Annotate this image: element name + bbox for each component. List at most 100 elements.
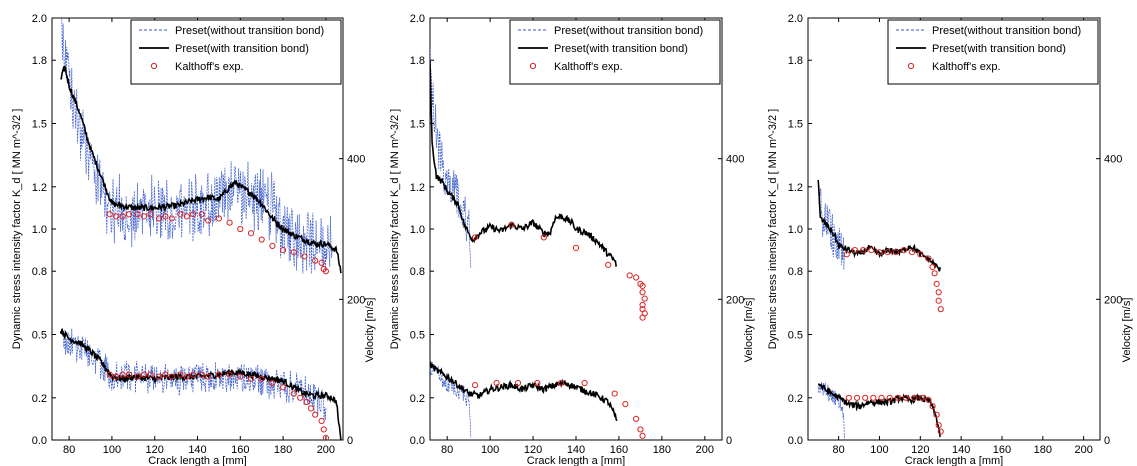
kalthoff-exp-point <box>190 371 197 378</box>
series-with-transition-bond <box>817 383 942 438</box>
y-tick-label: 1.2 <box>32 182 47 194</box>
legend: Preset(without transition bond) Preset(wi… <box>130 19 342 85</box>
x-axis-title: Crack length a [mm] <box>148 455 246 466</box>
chart-panel-3: 80 100 120 140 160 180 200 0.0 0.2 0.5 0.8 1.0 1.2 1.… <box>767 13 1133 466</box>
kalthoff-exp-point <box>322 434 329 440</box>
kalthoff-exp-point <box>471 234 479 241</box>
kalthoff-exp-point <box>119 371 126 378</box>
y2-tick-label: 200 <box>347 294 365 306</box>
kalthoff-exp-point <box>639 301 646 309</box>
plot-area <box>59 18 342 440</box>
kalthoff-exp-point <box>935 297 942 304</box>
y2-tick-label: 200 <box>726 294 744 306</box>
legend-swatch-kalthoff <box>529 62 537 70</box>
kalthoff-exp-point <box>303 398 310 406</box>
kalthoff-exp-point <box>902 394 910 401</box>
x-axis-title: Crack length a [mm] <box>527 455 625 466</box>
y-tick-label: 0.5 <box>32 330 47 342</box>
legend-label-kalthoff: Kalthoff's exp. <box>554 61 623 73</box>
chart-panel-1: 80 100 120 140 160 180 200 0.0 0.2 0.5 0.8 1.0 1.2 1.… <box>11 13 376 466</box>
x-tick-label: 120 <box>524 444 542 456</box>
kalthoff-exp-point <box>900 247 908 254</box>
kalthoff-exp-point <box>870 394 877 401</box>
kalthoff-exp-point <box>851 247 859 254</box>
y-tick-label: 0.2 <box>788 393 803 405</box>
y-tick-label: 1.0 <box>410 224 425 236</box>
y-tick-label: 1.5 <box>410 119 425 131</box>
kalthoff-exp-point <box>279 247 287 254</box>
kalthoff-exp-point <box>853 394 861 401</box>
x-tick-label: 80 <box>833 444 845 456</box>
x-tick-label: 200 <box>1074 444 1092 456</box>
y-tick-label: 0.2 <box>32 393 47 405</box>
y2-axis-title: Velocity [m/s] <box>743 298 755 363</box>
legend-box <box>130 19 342 85</box>
y-tick-label: 1.0 <box>788 224 803 236</box>
kalthoff-exp-point <box>639 289 646 296</box>
chart-panel-2: 80 100 120 140 160 180 200 0.0 0.2 0.5 0.8 1.0 1.2 1.… <box>389 13 755 466</box>
kalthoff-exp-point <box>258 236 265 243</box>
legend-label-kalthoff: Kalthoff's exp. <box>932 61 1001 73</box>
series-with-transition-bond <box>430 361 618 422</box>
kalthoff-exp-point <box>106 211 113 218</box>
legend-label-with-transition-bond: Preset(with transition bond) <box>554 43 688 55</box>
kalthoff-exp-point <box>155 215 163 222</box>
kalthoff-exp-point <box>925 255 932 262</box>
kalthoff-exp-point <box>639 432 646 439</box>
kalthoff-exp-point <box>162 213 169 220</box>
kalthoff-exp-point <box>931 270 938 277</box>
kalthoff-exp-point <box>226 219 233 226</box>
y-tick-label: 1.5 <box>788 119 803 131</box>
y-tick-label: 2.0 <box>32 13 47 25</box>
x-tick-label: 100 <box>481 444 499 456</box>
kalthoff-exp-point <box>290 390 297 397</box>
kalthoff-exp-point <box>892 249 899 256</box>
y2-tick-label: 400 <box>1104 154 1122 166</box>
kalthoff-exp-point <box>917 251 924 258</box>
legend-box <box>887 19 1099 85</box>
kalthoff-exp-point <box>269 379 276 387</box>
y2-tick-label: 0 <box>347 435 353 447</box>
y-axis-title: Dynamic stress intensity factor K_d [ MN… <box>11 109 23 350</box>
y2-tick-label: 0 <box>726 435 732 447</box>
kalthoff-exp-point <box>140 213 148 220</box>
y-tick-label: 0.0 <box>410 435 425 447</box>
kalthoff-exp-point <box>876 249 883 256</box>
kalthoff-exp-point <box>933 280 940 287</box>
kalthoff-exp-point <box>147 211 154 218</box>
kalthoff-exp-point <box>134 211 141 218</box>
kalthoff-exp-point <box>168 215 175 222</box>
legend-swatch-kalthoff <box>150 62 158 70</box>
x-tick-label: 140 <box>567 444 585 456</box>
y-axis-title: Dynamic stress intensity factor K_d [ MN… <box>389 109 401 350</box>
kalthoff-exp-point <box>514 379 522 387</box>
kalthoff-exp-point <box>297 394 304 401</box>
kalthoff-exp-point <box>884 249 891 256</box>
kalthoff-exp-point <box>312 411 319 418</box>
kalthoff-exp-point <box>925 396 932 404</box>
kalthoff-exp-point <box>935 289 942 296</box>
kalthoff-exp-point <box>215 371 222 378</box>
y-tick-label: 0.8 <box>788 266 803 278</box>
y-tick-label: 0.8 <box>410 266 425 278</box>
legend-label-with-transition-bond: Preset(with transition bond) <box>175 43 309 55</box>
kalthoff-exp-point <box>581 379 588 387</box>
legend-label-with-transition-bond: Preset(with transition bond) <box>932 43 1066 55</box>
y-tick-label: 0.5 <box>788 330 803 342</box>
series-with-transition-bond <box>59 328 342 440</box>
kalthoff-exp-point <box>155 373 163 380</box>
kalthoff-exp-point <box>534 379 541 387</box>
x-tick-label: 80 <box>441 444 453 456</box>
y-tick-label: 1.8 <box>410 55 425 67</box>
kalthoff-exp-point <box>198 371 205 378</box>
kalthoff-exp-point <box>215 215 222 222</box>
kalthoff-exp-point <box>937 428 944 435</box>
series-without-transition-bond <box>817 381 846 440</box>
kalthoff-exp-point <box>605 261 612 268</box>
kalthoff-exp-point <box>237 225 244 233</box>
x-tick-label: 180 <box>274 444 292 456</box>
kalthoff-exp-point <box>909 249 916 256</box>
kalthoff-exp-point <box>633 415 640 422</box>
kalthoff-exp-point <box>205 217 212 224</box>
